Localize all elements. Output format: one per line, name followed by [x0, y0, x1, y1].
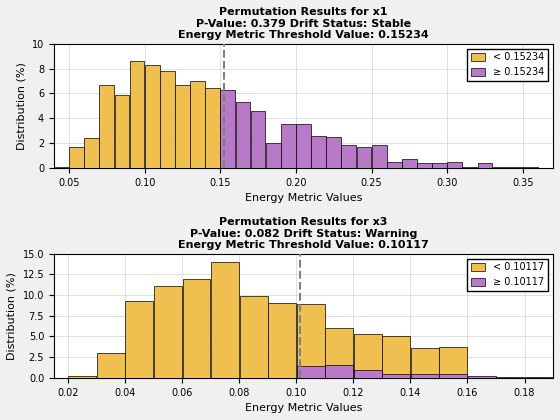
Bar — [325, 365, 353, 378]
X-axis label: Energy Metric Values: Energy Metric Values — [245, 193, 362, 203]
Bar — [439, 374, 467, 378]
Bar — [68, 376, 96, 378]
Bar — [160, 71, 175, 168]
Title: Permutation Results for x3
P-Value: 0.082 Drift Status: Warning
Energy Metric Th: Permutation Results for x3 P-Value: 0.08… — [178, 217, 429, 250]
Bar — [175, 85, 190, 168]
Bar — [410, 374, 438, 378]
Bar — [266, 143, 281, 168]
Bar — [97, 353, 125, 378]
Bar — [114, 94, 129, 168]
Bar — [240, 296, 268, 378]
Bar — [523, 167, 538, 168]
Legend: < 0.15234, ≥ 0.15234: < 0.15234, ≥ 0.15234 — [467, 49, 548, 81]
Bar — [372, 145, 386, 168]
Title: Permutation Results for x1
P-Value: 0.379 Drift Status: Stable
Energy Metric Thr: Permutation Results for x1 P-Value: 0.37… — [178, 7, 429, 40]
Bar — [432, 163, 447, 168]
Bar — [145, 65, 160, 168]
Bar — [211, 262, 239, 378]
Bar — [382, 336, 410, 378]
Bar — [183, 278, 211, 378]
Bar — [190, 81, 205, 168]
Bar — [311, 136, 326, 168]
Bar — [99, 85, 114, 168]
Y-axis label: Distribution (%): Distribution (%) — [16, 62, 26, 150]
Y-axis label: Distribution (%): Distribution (%) — [7, 272, 17, 360]
Bar — [357, 147, 371, 168]
Bar — [410, 348, 438, 378]
Bar — [493, 167, 507, 168]
Bar — [69, 147, 84, 168]
Bar — [236, 102, 250, 168]
Bar — [281, 124, 296, 168]
Bar — [354, 334, 381, 378]
Bar — [268, 303, 296, 378]
Bar — [402, 159, 417, 168]
Bar — [297, 366, 325, 378]
Bar — [221, 89, 235, 168]
Bar — [125, 301, 153, 378]
Bar — [326, 137, 341, 168]
Bar — [296, 124, 311, 168]
Bar — [463, 167, 477, 168]
Bar — [354, 370, 381, 378]
Bar — [297, 304, 325, 378]
X-axis label: Energy Metric Values: Energy Metric Values — [245, 403, 362, 413]
Bar — [387, 162, 402, 168]
Bar — [496, 377, 524, 378]
Legend: < 0.10117, ≥ 0.10117: < 0.10117, ≥ 0.10117 — [467, 259, 548, 291]
Bar — [447, 162, 462, 168]
Bar — [129, 61, 144, 168]
Bar — [508, 167, 522, 168]
Bar — [342, 145, 356, 168]
Bar — [84, 138, 99, 168]
Bar — [525, 377, 553, 378]
Bar — [325, 328, 353, 378]
Bar — [478, 163, 492, 168]
Bar — [251, 111, 265, 168]
Bar — [206, 88, 220, 168]
Bar — [439, 347, 467, 378]
Bar — [54, 167, 69, 168]
Bar — [468, 376, 496, 378]
Bar — [382, 374, 410, 378]
Bar — [154, 286, 182, 378]
Bar — [417, 163, 432, 168]
